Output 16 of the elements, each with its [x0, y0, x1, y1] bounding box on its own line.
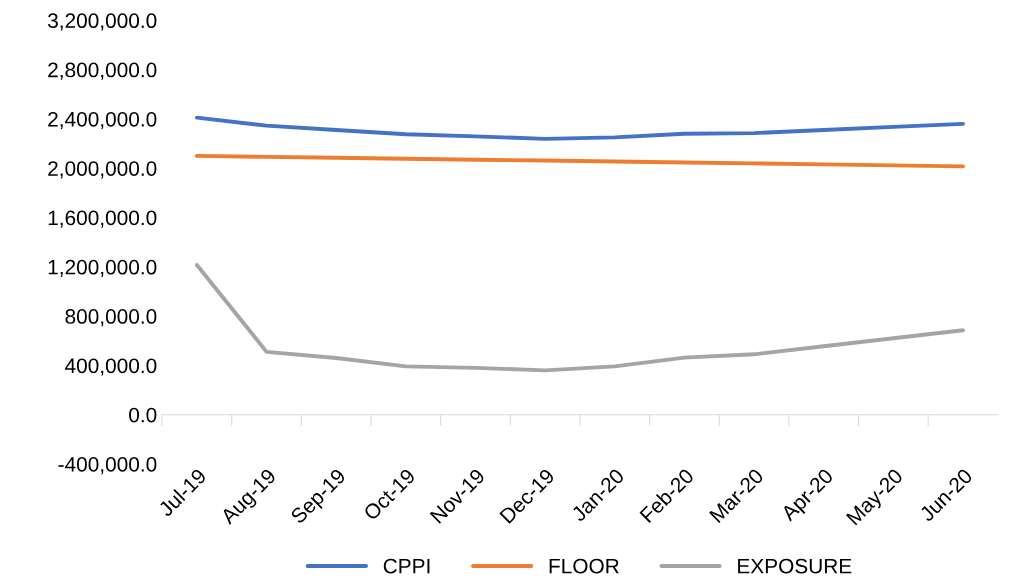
- y-tick-label: 3,200,000.0: [47, 13, 157, 31]
- legend-label: FLOOR: [549, 558, 619, 574]
- y-tick-label: -400,000.0: [58, 457, 157, 475]
- y-tick-label: 2,800,000.0: [48, 62, 157, 80]
- line-series: [194, 153, 965, 169]
- y-tick-label: 0.0: [129, 407, 157, 423]
- line-series: [194, 263, 965, 373]
- legend-label: CPPI: [383, 558, 430, 574]
- y-tick-label: 1,200,000.0: [48, 259, 157, 278]
- y-tick-label: 800,000.0: [65, 309, 157, 327]
- legend-label: EXPOSURE: [738, 558, 852, 574]
- y-tick-label: 400,000.0: [65, 358, 157, 376]
- y-tick-label: 1,600,000.0: [48, 210, 157, 228]
- y-tick-label: 2,400,000.0: [48, 111, 157, 130]
- line-series: [194, 115, 965, 141]
- y-tick-label: 2,000,000.0: [48, 161, 157, 179]
